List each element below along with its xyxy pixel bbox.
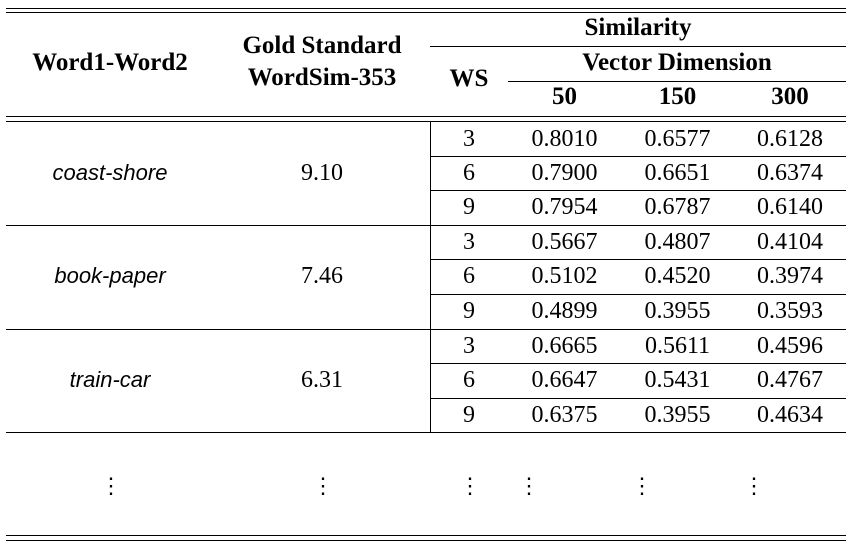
sim-150-cell: 0.5431 [644, 367, 711, 393]
header-gold-line1: Gold Standard [242, 32, 402, 59]
sim-50-cell: 0.7954 [531, 194, 598, 220]
ws-cell: 6 [463, 263, 475, 289]
row-divider [430, 294, 846, 295]
sim-300-cell: 0.4104 [757, 229, 823, 255]
sim-300-cell: 0.3593 [757, 298, 823, 324]
sim-300-cell: 0.4634 [757, 402, 823, 428]
sim-50-cell: 0.8010 [531, 126, 598, 152]
gold-score-cell: 6.31 [301, 367, 343, 393]
sim-50-cell: 0.6375 [531, 402, 598, 428]
header-dim-50: 50 [552, 83, 577, 110]
similarity-underline [430, 46, 846, 47]
ws-cell: 6 [463, 367, 475, 393]
sim-150-cell: 0.6651 [644, 160, 711, 186]
vector-dimension-underline [508, 81, 846, 82]
word-pair-cell: train-car [69, 367, 151, 392]
ws-cell: 3 [463, 229, 475, 255]
bottom-rule [6, 535, 846, 536]
ws-cell: 9 [463, 298, 475, 324]
header-word-pair: Word1-Word2 [32, 49, 188, 76]
row-divider [430, 156, 846, 157]
ws-cell: 9 [463, 194, 475, 220]
ws-cell: 9 [463, 402, 475, 428]
sim-50-cell: 0.7900 [531, 160, 598, 186]
sim-50-cell: 0.6665 [531, 333, 598, 359]
header-gold-line2: WordSim-353 [247, 64, 397, 91]
sim-150-cell: 0.3955 [644, 402, 711, 428]
sim-50-cell: 0.6647 [531, 367, 598, 393]
row-divider [430, 363, 846, 364]
sim-300-cell: 0.6374 [757, 160, 823, 186]
sim-300-cell: 0.4596 [757, 333, 823, 359]
ellipsis-word-pair: ⋮ [100, 473, 122, 498]
sim-150-cell: 0.6577 [644, 126, 711, 152]
sim-150-cell: 0.3955 [644, 298, 711, 324]
header-similarity: Similarity [584, 14, 692, 41]
header-rule-inner [6, 121, 846, 122]
sim-150-cell: 0.5611 [644, 333, 711, 359]
ellipsis-150: ⋮ [631, 473, 653, 498]
sim-50-cell: 0.4899 [531, 298, 598, 324]
ws-cell: 3 [463, 333, 475, 359]
header-rule [6, 116, 846, 117]
group-divider [6, 432, 846, 433]
ws-column-divider [430, 121, 431, 433]
header-dim-300: 300 [771, 83, 809, 110]
bottom-rule-outer [6, 540, 846, 541]
sim-150-cell: 0.6787 [644, 194, 711, 220]
word-pair-cell: coast-shore [52, 160, 168, 185]
sim-50-cell: 0.5102 [531, 263, 598, 289]
header-dim-150: 150 [658, 83, 697, 110]
group-divider [6, 225, 846, 226]
ellipsis-gold: ⋮ [312, 473, 334, 498]
row-divider [430, 259, 846, 260]
ws-cell: 3 [463, 126, 475, 152]
gold-score-cell: 7.46 [301, 263, 343, 289]
ellipsis-300: ⋮ [743, 473, 765, 498]
word-pair-cell: book-paper [54, 263, 166, 288]
top-rule-inner [6, 12, 846, 13]
top-rule [6, 8, 846, 9]
ellipsis-ws: ⋮ [459, 473, 481, 498]
sim-300-cell: 0.3974 [757, 263, 823, 289]
sim-300-cell: 0.4767 [757, 367, 823, 393]
ellipsis-50: ⋮ [518, 473, 540, 498]
sim-300-cell: 0.6140 [757, 194, 823, 220]
row-divider [430, 398, 846, 399]
sim-150-cell: 0.4807 [644, 229, 711, 255]
sim-300-cell: 0.6128 [757, 126, 823, 152]
row-divider [430, 190, 846, 191]
sim-150-cell: 0.4520 [644, 263, 711, 289]
gold-score-cell: 9.10 [301, 160, 343, 186]
group-divider [6, 329, 846, 330]
sim-50-cell: 0.5667 [531, 229, 598, 255]
header-ws: WS [449, 65, 489, 92]
ws-cell: 6 [463, 160, 475, 186]
header-vector-dimension: Vector Dimension [582, 49, 772, 76]
